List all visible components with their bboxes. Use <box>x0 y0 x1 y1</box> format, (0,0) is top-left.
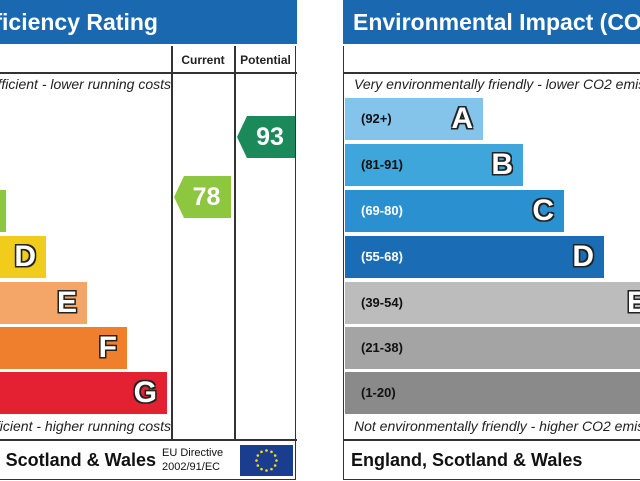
eu-star <box>255 459 258 462</box>
current-rating-arrow: 78 <box>174 176 231 218</box>
env-band-range: (1-20) <box>361 385 396 400</box>
env-band-f: (21-38)F <box>345 327 640 369</box>
env-band-b: (81-91) B <box>345 144 523 186</box>
env-band-d: (55-68) D <box>345 236 604 278</box>
energy-band-letter: D <box>14 240 36 273</box>
energy-band-g: G <box>0 372 167 414</box>
env-band-a: (92+) A <box>345 98 483 140</box>
energy-footer: England, Scotland & Wales <box>0 450 156 470</box>
env-footer: England, Scotland & Wales <box>351 450 583 470</box>
env-band-range: (39-54) <box>361 295 403 310</box>
eu-star <box>273 454 277 457</box>
eu-star <box>275 459 278 462</box>
energy-current-divider <box>171 46 173 440</box>
env-band-letter: E <box>626 286 640 319</box>
eu-directive-line-1: EU Directive <box>162 447 224 459</box>
potential-column-header: Potential <box>240 53 291 67</box>
env-band-range: (81-91) <box>361 157 403 172</box>
energy-rating-title: Energy Efficiency Rating <box>0 9 158 35</box>
env-band-range: (92+) <box>361 111 392 126</box>
env-footer-divider <box>343 439 640 441</box>
energy-top-note: Very energy efficient - lower running co… <box>0 76 171 92</box>
env-band-letter: C <box>532 194 554 227</box>
eu-star <box>265 449 268 452</box>
environmental-impact-header: Environmental Impact (CO2) Rating <box>343 0 640 44</box>
eu-star <box>270 450 273 454</box>
energy-bottom-note: Not energy efficient - higher running co… <box>0 418 171 434</box>
env-band-range: (55-68) <box>361 249 403 264</box>
potential-rating-arrow: 93 <box>237 116 295 158</box>
environmental-impact-title: Environmental Impact (CO2) Rating <box>353 9 640 35</box>
env-band-e: (39-54) E <box>345 282 640 324</box>
env-band-range: (21-38) <box>361 340 403 355</box>
eu-directive-line-2: 2002/91/EC <box>162 461 221 473</box>
energy-band-letter: G <box>133 376 157 409</box>
env-band-letter: D <box>572 240 594 273</box>
energy-footer-divider <box>0 439 297 441</box>
eu-flag-icon <box>240 445 293 476</box>
eu-star <box>256 454 260 457</box>
eu-star <box>256 464 260 467</box>
env-band-range: (69-80) <box>361 203 403 218</box>
energy-band-e: E <box>0 282 87 324</box>
env-bottom-note: Not environmentally friendly - higher CO… <box>354 418 640 434</box>
current-column-header: Current <box>181 53 225 67</box>
env-header-divider <box>343 72 640 74</box>
eu-directive-text: EU Directive 2002/91/EC <box>162 446 238 474</box>
energy-potential-divider <box>234 46 236 440</box>
env-band-c: (69-80) C <box>345 190 564 232</box>
energy-band-c: C <box>0 190 6 232</box>
energy-rating-header: Energy Efficiency Rating <box>0 0 297 44</box>
env-band-letter: A <box>451 102 473 135</box>
energy-band-f: F <box>0 327 127 369</box>
env-band-g: (1-20)G <box>345 372 640 414</box>
eu-star <box>260 450 263 454</box>
env-band-letter: B <box>491 148 513 181</box>
env-top-note: Very environmentally friendly - lower CO… <box>354 76 640 92</box>
eu-star <box>270 467 273 471</box>
energy-header-divider <box>0 72 297 74</box>
energy-band-letter: E <box>56 286 77 319</box>
eu-star <box>265 469 268 472</box>
energy-band-letter: F <box>98 331 117 364</box>
eu-star <box>273 464 277 467</box>
current-rating-value: 78 <box>192 183 221 211</box>
potential-rating-value: 93 <box>256 123 284 151</box>
eu-star <box>260 467 263 471</box>
energy-band-d: D <box>0 236 46 278</box>
